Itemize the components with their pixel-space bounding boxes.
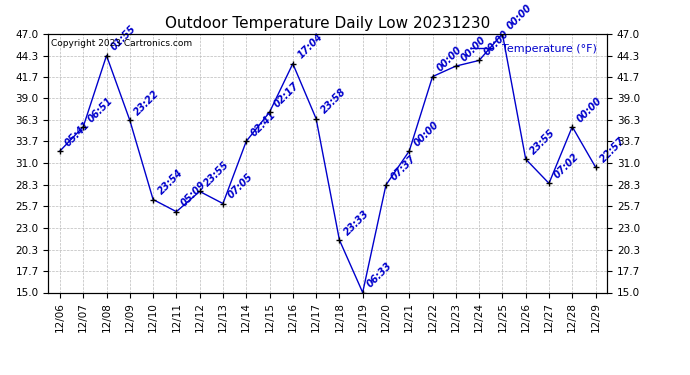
- Text: 00:00: 00:00: [505, 2, 534, 31]
- Text: 23:54: 23:54: [156, 168, 185, 197]
- Text: 00:00: 00:00: [435, 45, 464, 74]
- Text: 23:22: 23:22: [132, 88, 161, 117]
- Text: 01:55: 01:55: [109, 24, 138, 53]
- Text: 22:57: 22:57: [598, 135, 627, 164]
- Text: 23:55: 23:55: [529, 128, 558, 156]
- Text: 17:04: 17:04: [295, 32, 324, 61]
- Title: Outdoor Temperature Daily Low 20231230: Outdoor Temperature Daily Low 20231230: [165, 16, 491, 31]
- Text: 23:58: 23:58: [319, 87, 348, 116]
- Text: 00:00: 00:00: [412, 119, 441, 148]
- Text: 23:55: 23:55: [202, 160, 231, 189]
- Text: 06:33: 06:33: [366, 261, 395, 290]
- Text: 00:00: 00:00: [575, 95, 604, 124]
- Text: 07:02: 07:02: [552, 152, 581, 180]
- Text: 07:37: 07:37: [388, 153, 417, 182]
- Text: 00:00: 00:00: [459, 34, 488, 63]
- Text: Copyright 2023 Cartronics.com: Copyright 2023 Cartronics.com: [51, 39, 193, 48]
- Text: 06:51: 06:51: [86, 95, 115, 124]
- Text: 07:05: 07:05: [226, 172, 255, 201]
- Text: 02:17: 02:17: [273, 81, 302, 110]
- Text: 00:00: 00:00: [482, 29, 511, 58]
- Text: 23:33: 23:33: [342, 208, 371, 237]
- Text: 05:41: 05:41: [63, 119, 92, 148]
- Text: 05:09: 05:09: [179, 180, 208, 209]
- Legend: Temperature (°F): Temperature (°F): [466, 39, 602, 58]
- Text: 02:41: 02:41: [249, 110, 278, 138]
